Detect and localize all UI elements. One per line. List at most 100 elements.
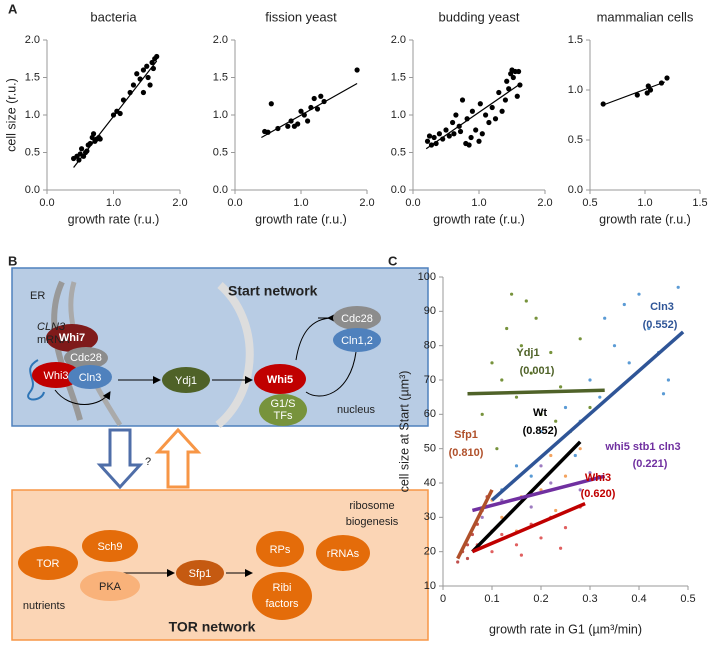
point: [314, 106, 321, 112]
y-tick-label: 70: [424, 374, 436, 386]
point: [510, 292, 514, 296]
protein-label: factors: [265, 598, 299, 610]
x-tick-label: 0.0: [405, 197, 420, 209]
point: [479, 131, 485, 137]
point: [500, 378, 504, 382]
y-tick-label: 2.0: [391, 34, 406, 46]
point: [468, 134, 474, 141]
regression-line: [471, 501, 586, 554]
fit-line: [602, 81, 666, 106]
point: [504, 78, 510, 84]
protein: [64, 347, 108, 369]
point: [539, 412, 543, 416]
point: [519, 553, 524, 557]
x-tick-label: 0.4: [631, 593, 646, 605]
x-tick-label: 1.0: [293, 197, 308, 209]
box-title: Start network: [228, 283, 318, 299]
x-tick-label: 2.0: [359, 197, 374, 209]
point: [140, 67, 147, 73]
point: [600, 101, 606, 107]
protein-label: TFs: [274, 410, 293, 422]
point: [666, 378, 671, 382]
point: [514, 93, 520, 99]
point: [514, 395, 519, 399]
point: [495, 447, 499, 451]
er-membrane: [51, 280, 83, 421]
point: [549, 350, 553, 355]
arrow: [54, 389, 111, 405]
point: [588, 405, 592, 410]
series-name: Ydj1: [516, 347, 539, 359]
protein: [256, 531, 304, 567]
point: [480, 412, 484, 416]
point: [295, 121, 301, 127]
y-tick-label: 1.5: [568, 34, 583, 46]
series-name: whi5 stb1 cln3: [604, 441, 680, 453]
point: [549, 481, 553, 485]
protein: [80, 571, 140, 601]
point: [424, 138, 431, 144]
regression-line: [471, 474, 606, 513]
point: [110, 112, 117, 118]
protein-label: RPs: [270, 544, 291, 556]
point: [149, 59, 155, 66]
x-tick-label: 0.5: [582, 197, 597, 209]
series-name: Wt: [533, 407, 547, 419]
chart-title: mammalian cells: [597, 9, 694, 24]
label: ribosome: [349, 500, 394, 512]
y-tick-label: 1.0: [391, 109, 406, 121]
point: [554, 508, 558, 513]
label: nucleus: [337, 404, 375, 416]
point: [499, 108, 505, 114]
point: [505, 326, 509, 331]
point: [627, 361, 631, 365]
y-tick-label: 2.0: [25, 34, 40, 46]
point: [140, 89, 147, 96]
protein-label: TOR: [36, 558, 59, 570]
y-tick-label: 10: [424, 580, 436, 592]
point: [603, 316, 607, 320]
y-tick-label: 0.0: [391, 184, 406, 196]
point: [489, 104, 495, 111]
y-tick-label: 1.5: [25, 71, 40, 83]
arrow: [305, 351, 357, 397]
point: [431, 134, 437, 141]
x-axis-label: growth rate in G1 (µm³/min): [489, 622, 642, 636]
point: [450, 119, 456, 126]
point: [622, 302, 626, 307]
point: [453, 112, 459, 118]
point: [661, 392, 666, 396]
series-annotation: (0.852): [523, 425, 558, 437]
point: [554, 419, 558, 423]
point: [529, 371, 533, 375]
point: [469, 108, 475, 114]
point: [578, 488, 582, 492]
point: [97, 136, 103, 142]
point: [514, 543, 519, 547]
point: [529, 474, 533, 478]
point: [573, 453, 577, 458]
point: [446, 133, 452, 139]
y-tick-label: 50: [424, 443, 436, 455]
protein-label: Whi3: [43, 370, 68, 382]
nuclear-envelope: [215, 281, 254, 429]
x-tick-label: 1.0: [637, 197, 652, 209]
point: [500, 532, 504, 537]
protein: [259, 394, 307, 426]
series-annotation: (0.552): [643, 319, 678, 331]
protein: [32, 362, 80, 388]
point: [534, 316, 538, 320]
label: biogenesis: [346, 516, 399, 528]
point: [90, 131, 97, 137]
protein-label: Whi7: [59, 332, 85, 344]
x-axis-label: growth rate (r.u.): [433, 212, 525, 226]
protein: [162, 367, 210, 393]
regression-line: [490, 330, 685, 502]
point: [134, 71, 140, 77]
point: [285, 123, 291, 129]
y-tick-label: 0.5: [213, 146, 228, 158]
point: [559, 546, 563, 550]
y-axis-label: cell size (r.u.): [4, 78, 18, 152]
point: [664, 75, 670, 81]
